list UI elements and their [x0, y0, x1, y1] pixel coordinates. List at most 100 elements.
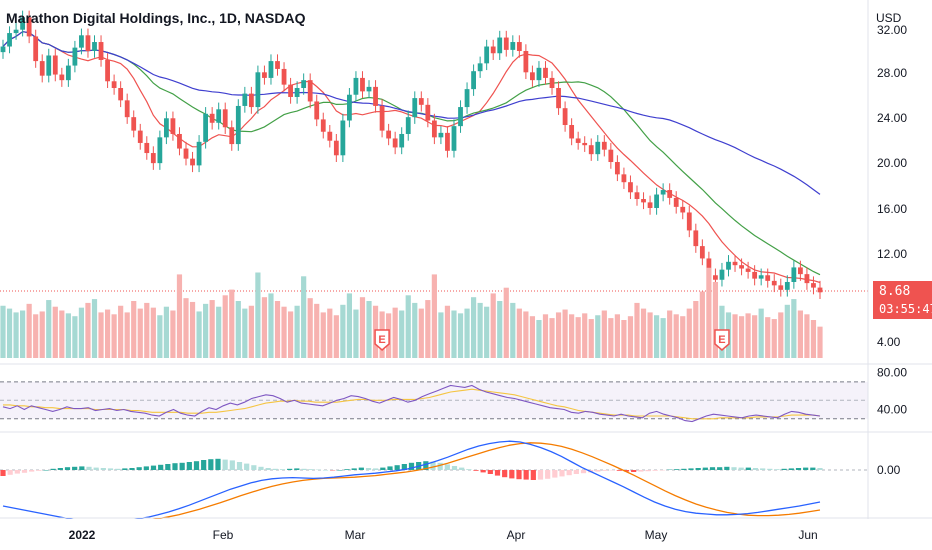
macd-histogram-bar	[616, 470, 622, 471]
volume-bar	[72, 316, 78, 358]
macd-histogram-bar	[129, 468, 135, 470]
candle-body	[680, 206, 686, 213]
volume-bar	[353, 309, 359, 358]
volume-bar	[510, 302, 516, 358]
volume-bar	[392, 307, 398, 358]
volume-bar	[804, 314, 810, 358]
candle-body	[124, 100, 130, 118]
candle-body	[804, 274, 810, 284]
rsi-pane[interactable]	[0, 381, 868, 423]
volume-bar	[654, 315, 660, 358]
candle-body	[157, 137, 163, 164]
macd-histogram-bar	[423, 461, 429, 470]
candle-body	[503, 37, 509, 50]
macd-histogram-bar	[674, 469, 680, 470]
candle-body	[72, 47, 78, 66]
candle-body	[170, 118, 176, 134]
macd-histogram-bar	[365, 468, 372, 470]
candle-body	[425, 104, 431, 121]
volume-bar	[307, 298, 313, 358]
macd-histogram-bar	[308, 469, 314, 470]
volume-bar	[640, 308, 647, 358]
volume-bar	[39, 311, 45, 358]
candle-body	[608, 149, 614, 163]
candle-body	[477, 63, 483, 72]
macd-histogram-bar	[545, 470, 551, 479]
candle-body	[765, 275, 771, 281]
candle-body	[438, 132, 444, 138]
macd-histogram-bar	[731, 467, 737, 470]
macd-histogram-bar	[781, 468, 787, 470]
macd-histogram-bar	[337, 470, 343, 471]
candle-body	[412, 98, 418, 118]
candle-body	[242, 93, 248, 106]
macd-histogram-bar	[516, 470, 522, 480]
candle-body	[7, 33, 12, 47]
chart-title: Marathon Digital Holdings, Inc., 1D, NAS…	[6, 10, 306, 26]
volume-bar	[255, 272, 261, 358]
candle-body	[418, 98, 424, 105]
volume-bar	[634, 302, 640, 358]
macd-histogram-bar	[810, 467, 816, 470]
volume-bar	[33, 314, 39, 358]
candle-body	[137, 130, 143, 143]
price-axis-unit: USD	[876, 11, 902, 25]
macd-histogram-bar	[709, 467, 716, 470]
candle-body	[268, 61, 274, 78]
macd-histogram-bar	[86, 466, 92, 470]
volume-bar	[85, 302, 91, 358]
volume-bar	[274, 301, 281, 358]
macd-pane[interactable]	[0, 440, 868, 526]
volume-bar	[268, 293, 274, 358]
macd-histogram-bar	[573, 470, 579, 474]
macd-histogram-bar	[408, 462, 415, 470]
macd-histogram-bar	[695, 468, 701, 470]
candle-body	[366, 86, 372, 92]
volume-bar	[614, 314, 620, 358]
macd-histogram-bar	[344, 469, 350, 470]
volume-bar	[503, 287, 509, 358]
candle-body	[33, 36, 39, 62]
candle-body	[706, 258, 712, 276]
volume-bar	[608, 318, 614, 358]
candle-body	[588, 145, 594, 155]
macd-histogram-bar	[473, 470, 479, 471]
volume-bar	[104, 309, 111, 358]
macd-histogram-bar	[158, 464, 164, 470]
candle-body	[713, 275, 718, 280]
time-tick-label: Apr	[507, 528, 526, 542]
candle-body	[582, 142, 588, 146]
macd-histogram-bar	[251, 465, 257, 470]
macd-histogram-bar	[208, 459, 214, 470]
candle-body	[699, 246, 705, 259]
candle-body	[549, 77, 555, 89]
rsi-line	[2, 384, 821, 423]
candle-body	[39, 61, 45, 76]
earnings-marker-label: E	[718, 334, 725, 346]
volume-bar	[791, 299, 797, 358]
time-tick-label: Mar	[345, 528, 366, 542]
volume-bar	[0, 305, 6, 358]
candle-body	[183, 148, 189, 159]
volume-bar	[667, 310, 673, 358]
macd-histogram-bar	[437, 462, 443, 470]
macd-tick-label: 0.00	[877, 463, 901, 477]
volume-bar	[470, 297, 477, 358]
macd-histogram-bar	[43, 470, 49, 471]
candle-body	[647, 202, 653, 208]
volume-bar	[52, 306, 58, 358]
macd-histogram-bar	[623, 470, 630, 472]
volume-bar	[287, 311, 294, 358]
volume-bar	[131, 301, 137, 358]
candle-body	[654, 194, 659, 208]
macd-histogram-bar	[79, 466, 85, 470]
candle-body	[333, 140, 339, 156]
candle-body	[85, 35, 91, 52]
volume-bar	[555, 312, 562, 358]
volume-bar	[340, 304, 346, 358]
price-pane[interactable]	[0, 10, 868, 300]
volume-bar	[477, 302, 483, 358]
ma-slow-line	[2, 31, 821, 195]
